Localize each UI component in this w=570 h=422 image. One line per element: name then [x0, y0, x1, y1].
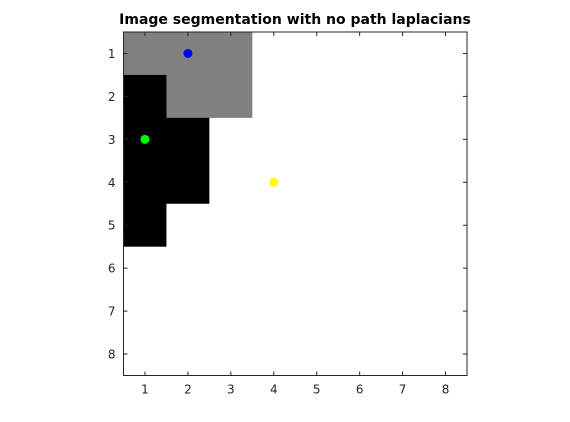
heatmap-cell	[123, 74, 167, 119]
heatmap-cell	[295, 117, 339, 162]
heatmap-cell	[381, 32, 425, 76]
y-tick-label: 7	[108, 305, 116, 319]
heatmap-cell	[424, 160, 468, 205]
y-tick-label: 2	[108, 90, 116, 104]
seed-markers	[140, 48, 279, 187]
heatmap-cell	[209, 74, 253, 119]
x-tick-label: 7	[399, 383, 407, 397]
heatmap-cell	[209, 289, 253, 333]
y-tick-label: 3	[108, 133, 116, 147]
heatmap-cell	[338, 246, 382, 291]
heatmap-cell	[252, 74, 296, 119]
y-tick-label: 5	[108, 219, 116, 233]
heatmap-cell	[338, 203, 382, 248]
heatmap-cell	[295, 246, 339, 291]
heatmap-cell	[209, 160, 253, 205]
heatmap-cell	[209, 246, 253, 291]
heatmap-cell	[252, 332, 296, 376]
marker-blue	[183, 48, 193, 58]
heatmap-cell	[123, 160, 167, 205]
heatmap-cell	[424, 246, 468, 291]
heatmap-cell	[295, 289, 339, 333]
marker-green	[140, 134, 150, 144]
x-tick-label: 6	[356, 383, 364, 397]
x-tick-label: 2	[184, 383, 192, 397]
heatmap-cell	[252, 203, 296, 248]
heatmap-cell	[166, 289, 210, 333]
heatmap-cell	[381, 203, 425, 248]
heatmap-cell	[424, 289, 468, 333]
heatmap-cell	[209, 332, 253, 376]
heatmap-cell	[338, 289, 382, 333]
x-tick-label: 1	[141, 383, 149, 397]
heatmap-cell	[424, 117, 468, 162]
axes-frame	[123, 31, 468, 376]
heatmap-cell	[295, 160, 339, 205]
heatmap-cell	[209, 32, 253, 76]
heatmap-cell	[424, 74, 468, 119]
heatmap-cell	[381, 117, 425, 162]
heatmap-cells	[123, 32, 468, 376]
heatmap-cell	[166, 74, 210, 119]
heatmap-cell	[381, 74, 425, 119]
x-tick-label: 3	[227, 383, 235, 397]
x-tick-label: 4	[270, 383, 278, 397]
heatmap-cell	[424, 32, 468, 76]
heatmap-cell	[166, 117, 210, 162]
heatmap-cell	[381, 160, 425, 205]
y-tick-label: 6	[108, 262, 116, 276]
heatmap-cell	[381, 289, 425, 333]
y-tick-label: 1	[108, 47, 116, 61]
heatmap-cell	[252, 32, 296, 76]
heatmap-cell	[209, 117, 253, 162]
heatmap-cell	[123, 332, 167, 376]
heatmap-cell	[338, 332, 382, 376]
y-tick-label: 4	[108, 176, 116, 190]
heatmap-cell	[381, 246, 425, 291]
heatmap-cell	[381, 332, 425, 376]
heatmap-cell	[252, 117, 296, 162]
heatmap-cell	[295, 32, 339, 76]
heatmap-cell	[209, 203, 253, 248]
heatmap-cell	[252, 246, 296, 291]
heatmap-cell	[338, 32, 382, 76]
heatmap-cell	[295, 74, 339, 119]
axis-ticks: 1 2 3 4 5 6 7 8 1 2 3 4 5 6 7 8	[108, 32, 467, 397]
heatmap-cell	[166, 160, 210, 205]
x-tick-label: 5	[313, 383, 321, 397]
heatmap-cell	[166, 332, 210, 376]
heatmap-cell	[123, 203, 167, 248]
heatmap-cell	[123, 32, 167, 76]
chart-title: Image segmentation with no path laplacia…	[119, 12, 471, 28]
marker-yellow	[269, 177, 279, 187]
heatmap-cell	[338, 160, 382, 205]
x-tick-label: 8	[442, 383, 450, 397]
heatmap-cell	[252, 289, 296, 333]
heatmap-cell	[424, 203, 468, 248]
heatmap-cell	[338, 117, 382, 162]
heatmap-cell	[123, 289, 167, 333]
heatmap-cell	[123, 246, 167, 291]
y-tick-label: 8	[108, 348, 116, 362]
heatmap-cell	[166, 246, 210, 291]
heatmap-cell	[166, 203, 210, 248]
heatmap-cell	[424, 332, 468, 376]
heatmap-cell	[295, 203, 339, 248]
heatmap-cell	[295, 332, 339, 376]
heatmap-cell	[338, 74, 382, 119]
